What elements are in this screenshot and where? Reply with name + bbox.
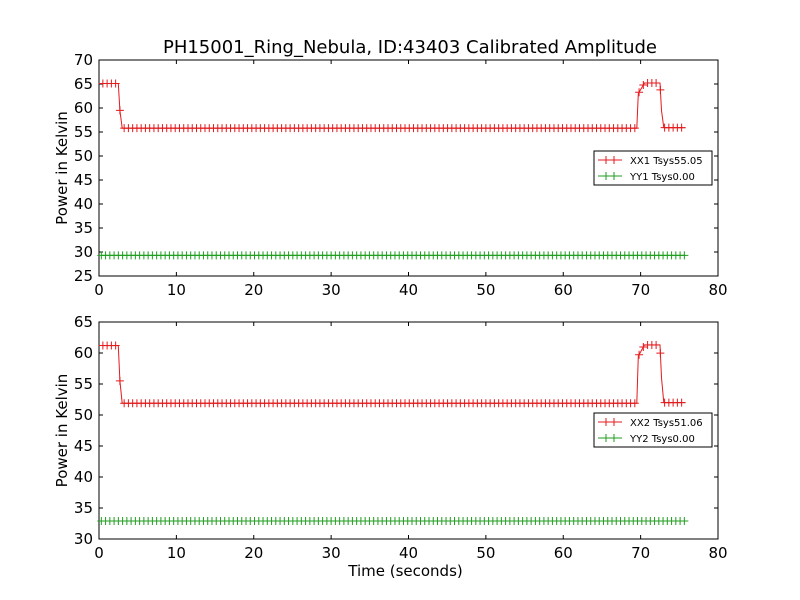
data-marker — [656, 349, 665, 358]
x-tick-label: 10 — [167, 544, 186, 562]
y-tick-label: 50 — [74, 406, 93, 424]
legend-label: YY1 Tsys0.00 — [629, 172, 695, 183]
y-tick-label: 60 — [74, 99, 93, 117]
x-tick-label: 70 — [631, 281, 650, 299]
x-tick-label: 70 — [631, 544, 650, 562]
y-tick-label: 70 — [74, 51, 93, 69]
legend-swatch-marker — [610, 156, 618, 164]
data-marker — [652, 340, 661, 349]
x-tick-label: 50 — [476, 281, 495, 299]
plot-panel-2: 0 10 20 30 40 50 60 70 80 30 35 40 45 50 55 60 65 Power i… — [53, 313, 728, 580]
y-tick-label: 50 — [74, 147, 93, 165]
data-marker — [115, 106, 124, 115]
data-marker — [115, 376, 124, 385]
x-tick-label: 10 — [167, 281, 186, 299]
x-tick-label: 60 — [554, 281, 573, 299]
legend-swatch-marker — [602, 156, 610, 164]
y-tick-label: 45 — [74, 171, 93, 189]
y-tick-label: 40 — [74, 195, 93, 213]
legend-swatch-marker — [610, 172, 618, 180]
legend-swatch-marker — [602, 434, 610, 442]
legend: XX2 Tsys51.06 YY2 Tsys0.00 — [593, 412, 713, 448]
legend-label: XX1 Tsys55.05 — [630, 156, 703, 167]
x-tick-label: 20 — [244, 544, 263, 562]
data-marker — [639, 81, 648, 90]
y-tick-label: 65 — [74, 75, 93, 93]
series-line — [102, 344, 686, 404]
y-tick-label: 30 — [74, 243, 93, 261]
plot-panel-1: 0 10 20 30 40 50 60 70 80 25 30 35 40 45 50 55 60 65 70 Pow… — [53, 51, 728, 299]
x-tick-label: 20 — [244, 281, 263, 299]
x-tick-label: 80 — [708, 281, 727, 299]
legend: XX1 Tsys55.05 YY1 Tsys0.00 — [593, 150, 713, 186]
y-tick-label: 55 — [74, 123, 93, 141]
data-marker — [639, 343, 648, 352]
chart-title: PH15001_Ring_Nebula, ID:43403 Calibrated… — [163, 37, 657, 58]
y-tick-label: 55 — [74, 375, 93, 393]
data-marker — [680, 251, 689, 260]
x-tick-label: 40 — [399, 544, 418, 562]
plots-group: 0 10 20 30 40 50 60 70 80 25 30 35 40 45 50 55 60 65 70 Pow… — [53, 51, 728, 580]
legend-swatch-marker — [610, 434, 618, 442]
data-marker — [111, 341, 120, 350]
series-2 — [97, 251, 689, 260]
x-tick-label: 40 — [399, 281, 418, 299]
data-marker — [630, 124, 639, 133]
y-tick-label: 45 — [74, 437, 93, 455]
series-1 — [98, 340, 686, 408]
data-marker — [111, 79, 120, 88]
x-tick-label: 0 — [94, 544, 104, 562]
x-tick-label: 30 — [322, 544, 341, 562]
y-tick-label: 35 — [74, 219, 93, 237]
series-line — [102, 82, 686, 129]
legend-swatch-marker — [610, 418, 618, 426]
data-marker — [630, 399, 639, 408]
y-axis-label: Power in Kelvin — [53, 374, 71, 488]
legend-label: XX2 Tsys51.06 — [630, 418, 703, 429]
data-marker — [677, 398, 686, 407]
data-marker — [652, 79, 661, 88]
legend-swatch-marker — [602, 418, 610, 426]
data-marker — [680, 517, 689, 526]
data-marker — [677, 123, 686, 132]
legend-swatch-marker — [602, 172, 610, 180]
y-tick-label: 60 — [74, 344, 93, 362]
x-tick-label: 60 — [554, 544, 573, 562]
x-tick-label: 0 — [94, 281, 104, 299]
y-tick-label: 25 — [74, 267, 93, 285]
y-tick-label: 65 — [74, 313, 93, 331]
data-marker — [635, 350, 644, 359]
series-2 — [97, 517, 689, 526]
x-tick-label: 80 — [708, 544, 727, 562]
legend-label: YY2 Tsys0.00 — [629, 434, 695, 445]
y-tick-label: 35 — [74, 499, 93, 517]
data-marker — [635, 88, 644, 97]
x-axis-label: Time (seconds) — [347, 562, 463, 580]
series-1 — [98, 79, 686, 133]
y-tick-label: 30 — [74, 530, 93, 548]
data-marker — [656, 85, 665, 94]
y-tick-label: 40 — [74, 468, 93, 486]
x-tick-label: 30 — [322, 281, 341, 299]
x-tick-label: 50 — [476, 544, 495, 562]
y-axis-label: Power in Kelvin — [53, 111, 71, 225]
